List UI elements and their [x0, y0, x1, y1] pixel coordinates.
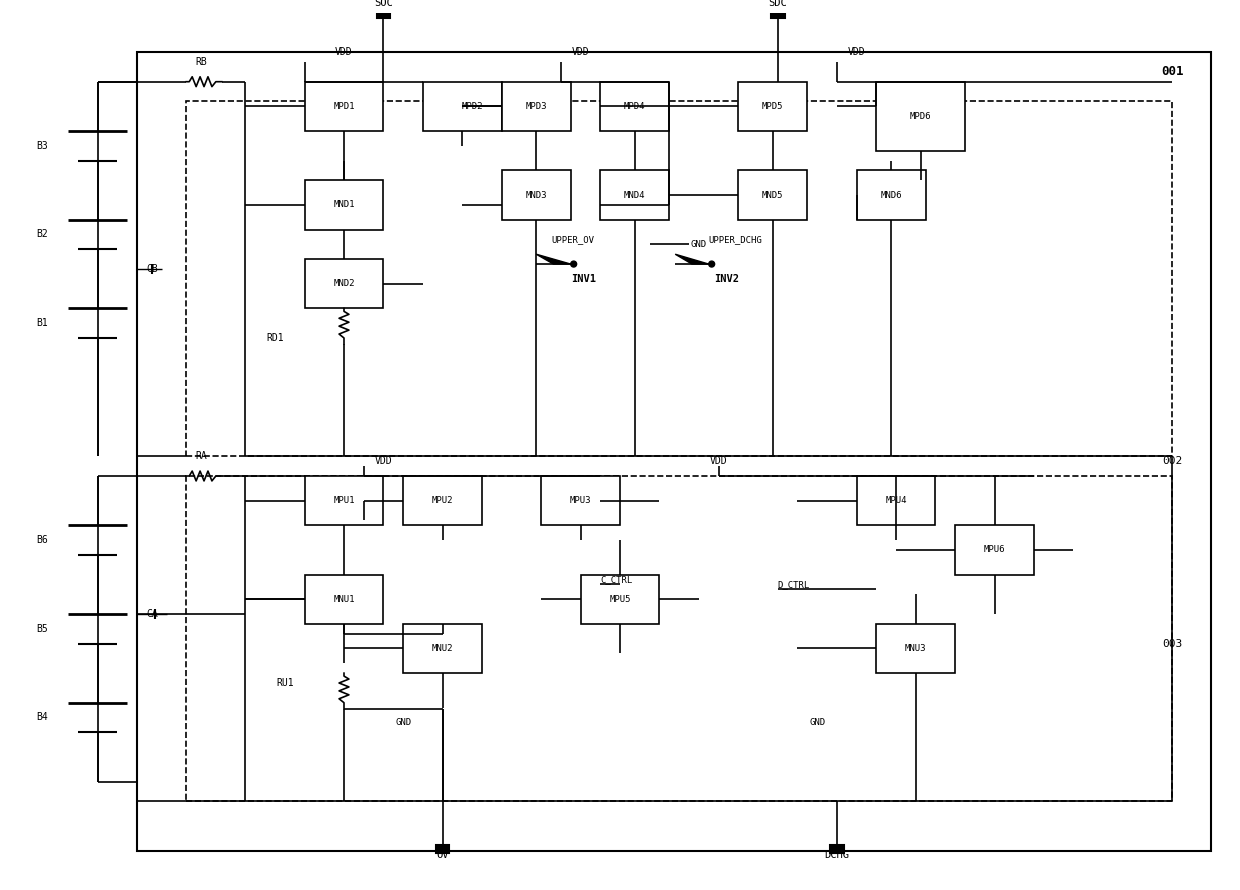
Text: B6: B6	[36, 535, 48, 545]
Text: RU1: RU1	[277, 678, 294, 688]
Bar	[305, 181, 383, 230]
Bar	[738, 170, 807, 220]
Text: MPD1: MPD1	[334, 101, 355, 111]
Polygon shape	[536, 255, 570, 264]
Bar	[502, 82, 570, 131]
Text: MPD5: MPD5	[763, 101, 784, 111]
Text: RB: RB	[195, 57, 207, 67]
Text: MND4: MND4	[624, 190, 646, 199]
Text: MPD2: MPD2	[461, 101, 482, 111]
Text: MPU1: MPU1	[334, 496, 355, 506]
Text: INV1: INV1	[570, 274, 595, 284]
Text: SDC: SDC	[769, 0, 787, 8]
Text: MND1: MND1	[334, 200, 355, 209]
Text: MNU3: MNU3	[905, 644, 926, 653]
Bar	[580, 575, 660, 624]
Text: B3: B3	[36, 141, 48, 150]
Bar	[502, 170, 570, 220]
Circle shape	[570, 261, 577, 267]
Text: INV2: INV2	[714, 274, 739, 284]
Text: D_CTRL: D_CTRL	[777, 580, 810, 589]
Text: MPU3: MPU3	[570, 496, 591, 506]
Bar	[186, 101, 1172, 457]
Bar	[377, 8, 391, 18]
Text: MNU1: MNU1	[334, 595, 355, 603]
Text: MPU2: MPU2	[432, 496, 454, 506]
Text: MPU5: MPU5	[609, 595, 631, 603]
Text: CB: CB	[146, 264, 159, 274]
Text: 003: 003	[1162, 638, 1183, 649]
Text: DCHG: DCHG	[825, 851, 849, 861]
Text: RD1: RD1	[267, 333, 284, 343]
Text: OV: OV	[436, 851, 449, 861]
Text: B1: B1	[36, 319, 48, 328]
Bar	[403, 476, 482, 525]
Text: GND: GND	[691, 239, 707, 249]
Polygon shape	[676, 255, 709, 264]
Text: 002: 002	[1162, 457, 1183, 466]
Text: MND2: MND2	[334, 279, 355, 288]
Text: MND3: MND3	[526, 190, 547, 199]
Bar	[305, 82, 383, 131]
Bar	[435, 845, 449, 853]
Bar	[136, 53, 1211, 851]
Bar	[186, 476, 1172, 801]
Text: RA: RA	[195, 451, 207, 461]
Bar	[305, 476, 383, 525]
Text: GND: GND	[396, 718, 412, 727]
Bar	[403, 624, 482, 673]
Text: UPPER_OV: UPPER_OV	[551, 235, 594, 244]
Bar	[738, 82, 807, 131]
Bar	[771, 8, 785, 18]
Bar	[877, 624, 955, 673]
Text: GND: GND	[808, 718, 825, 727]
Bar	[857, 170, 925, 220]
Text: MPD3: MPD3	[526, 101, 547, 111]
Text: 001: 001	[1161, 65, 1183, 78]
Text: MPD4: MPD4	[624, 101, 646, 111]
Bar	[600, 170, 670, 220]
Text: UPPER_DCHG: UPPER_DCHG	[709, 235, 763, 244]
Bar	[541, 476, 620, 525]
Text: C_CTRL: C_CTRL	[600, 575, 632, 584]
Text: MND5: MND5	[763, 190, 784, 199]
Text: VDD: VDD	[335, 47, 353, 57]
Text: B4: B4	[36, 713, 48, 723]
Text: MPU6: MPU6	[983, 546, 1006, 554]
Text: MPU4: MPU4	[885, 496, 906, 506]
Bar	[305, 575, 383, 624]
Bar	[877, 82, 965, 150]
Text: MND6: MND6	[880, 190, 901, 199]
Circle shape	[709, 261, 714, 267]
Text: SOC: SOC	[374, 0, 393, 8]
Text: MNU2: MNU2	[432, 644, 454, 653]
Text: VDD: VDD	[572, 47, 589, 57]
Text: VDD: VDD	[848, 47, 866, 57]
Bar	[423, 82, 502, 131]
Bar	[305, 259, 383, 309]
Text: B5: B5	[36, 624, 48, 634]
Text: MPD6: MPD6	[910, 112, 931, 121]
Bar	[830, 845, 843, 853]
Bar	[857, 476, 935, 525]
Text: VDD: VDD	[709, 457, 728, 466]
Bar	[600, 82, 670, 131]
Text: VDD: VDD	[374, 457, 392, 466]
Text: CA: CA	[146, 609, 159, 619]
Text: B2: B2	[36, 230, 48, 239]
Bar	[955, 525, 1034, 575]
